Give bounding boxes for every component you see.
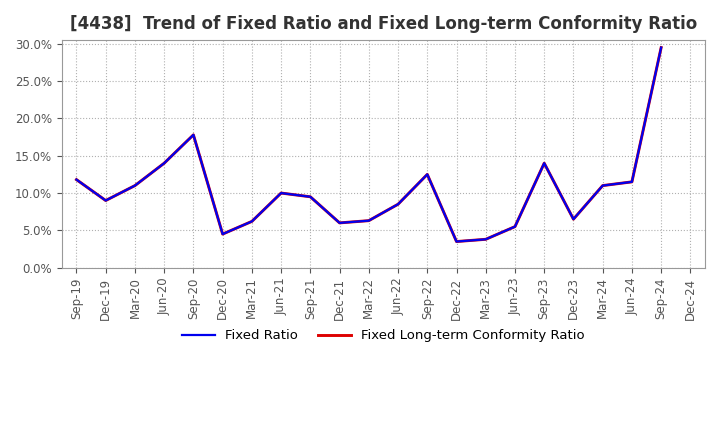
Fixed Long-term Conformity Ratio <box>394 202 402 207</box>
Fixed Long-term Conformity Ratio <box>364 218 373 223</box>
Fixed Ratio <box>510 224 519 229</box>
Fixed Long-term Conformity Ratio <box>510 224 519 229</box>
Fixed Long-term Conformity Ratio <box>482 237 490 242</box>
Fixed Ratio <box>452 239 461 244</box>
Fixed Long-term Conformity Ratio <box>628 179 636 184</box>
Fixed Long-term Conformity Ratio <box>276 191 285 196</box>
Fixed Long-term Conformity Ratio <box>452 239 461 244</box>
Legend: Fixed Ratio, Fixed Long-term Conformity Ratio: Fixed Ratio, Fixed Long-term Conformity … <box>176 324 590 348</box>
Line: Fixed Long-term Conformity Ratio: Fixed Long-term Conformity Ratio <box>76 48 661 242</box>
Fixed Long-term Conformity Ratio <box>423 172 431 177</box>
Fixed Long-term Conformity Ratio <box>569 216 577 222</box>
Fixed Long-term Conformity Ratio <box>598 183 607 188</box>
Fixed Ratio <box>657 45 665 50</box>
Fixed Ratio <box>130 183 139 188</box>
Title: [4438]  Trend of Fixed Ratio and Fixed Long-term Conformity Ratio: [4438] Trend of Fixed Ratio and Fixed Lo… <box>70 15 697 33</box>
Fixed Ratio <box>598 183 607 188</box>
Fixed Ratio <box>482 237 490 242</box>
Fixed Ratio <box>364 218 373 223</box>
Fixed Ratio <box>160 161 168 166</box>
Fixed Long-term Conformity Ratio <box>218 231 227 237</box>
Fixed Ratio <box>189 132 198 137</box>
Fixed Ratio <box>102 198 110 203</box>
Fixed Ratio <box>628 179 636 184</box>
Fixed Ratio <box>306 194 315 199</box>
Fixed Long-term Conformity Ratio <box>102 198 110 203</box>
Fixed Long-term Conformity Ratio <box>657 45 665 50</box>
Fixed Ratio <box>423 172 431 177</box>
Fixed Long-term Conformity Ratio <box>189 132 198 137</box>
Fixed Ratio <box>218 231 227 237</box>
Fixed Long-term Conformity Ratio <box>160 161 168 166</box>
Fixed Long-term Conformity Ratio <box>72 177 81 182</box>
Fixed Long-term Conformity Ratio <box>306 194 315 199</box>
Fixed Long-term Conformity Ratio <box>336 220 344 226</box>
Fixed Ratio <box>248 219 256 224</box>
Fixed Long-term Conformity Ratio <box>130 183 139 188</box>
Fixed Ratio <box>336 220 344 226</box>
Fixed Ratio <box>569 216 577 222</box>
Fixed Ratio <box>540 161 549 166</box>
Fixed Ratio <box>394 202 402 207</box>
Fixed Ratio <box>72 177 81 182</box>
Fixed Ratio <box>276 191 285 196</box>
Fixed Long-term Conformity Ratio <box>540 161 549 166</box>
Fixed Long-term Conformity Ratio <box>248 219 256 224</box>
Line: Fixed Ratio: Fixed Ratio <box>76 48 661 242</box>
